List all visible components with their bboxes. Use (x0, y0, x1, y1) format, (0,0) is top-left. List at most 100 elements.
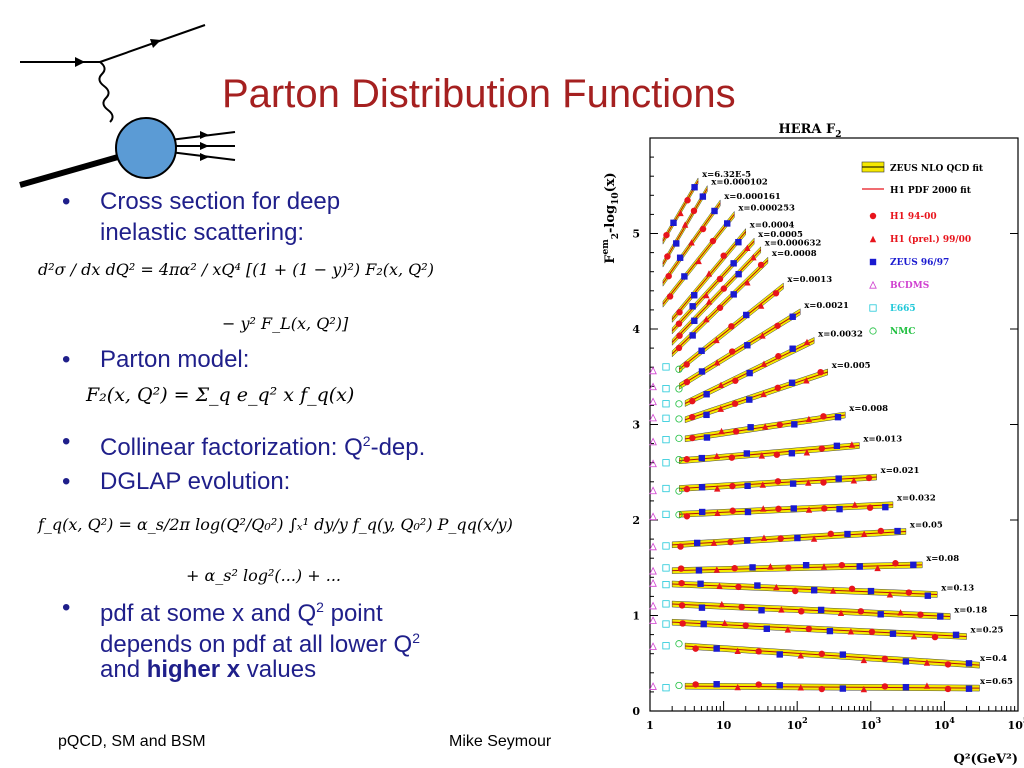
data-point (877, 527, 885, 535)
data-point (689, 397, 696, 405)
data-point (684, 197, 691, 204)
bullet-text: Parton model: (100, 346, 250, 373)
data-point (829, 587, 837, 594)
data-point (839, 651, 847, 658)
data-point (797, 684, 804, 691)
hera-f2-chart: HERA F2 0 1 2 3 4 5 Fem2-log10(x) 1 10 102 103 104 10… (600, 118, 1024, 768)
data-point (775, 353, 782, 360)
data-point (747, 424, 754, 431)
data-point (734, 683, 741, 691)
y-axis-label: Fem2-log10(x) (601, 172, 621, 263)
data-point (760, 534, 768, 541)
data-point (826, 627, 834, 635)
legend-label: NMC (890, 327, 915, 337)
bullet-dot: • (62, 428, 71, 455)
data-point (802, 562, 810, 569)
legend-label: ZEUS NLO QCD fit (890, 164, 984, 174)
fit-line (685, 685, 980, 689)
data-point (744, 244, 751, 252)
data-point (856, 563, 863, 570)
x-tick-label: 1 (646, 719, 654, 732)
data-point (692, 645, 699, 652)
data-point (850, 477, 858, 484)
data-point (838, 561, 846, 569)
data-point (717, 405, 724, 412)
bullet-text-pre: Collinear factorization: Q (100, 434, 363, 461)
data-point (910, 633, 918, 640)
data-point (698, 508, 706, 516)
superscript: 2 (316, 599, 324, 615)
text-post: point (323, 600, 383, 627)
data-point (744, 342, 751, 349)
data-point (681, 221, 689, 228)
data-point (776, 421, 783, 429)
data-point (735, 583, 742, 591)
fixed-target-point (649, 366, 657, 375)
equation-cross-section-line2: − y² F_L(x, Q²)] (222, 314, 349, 333)
data-point (833, 442, 841, 450)
data-point (713, 452, 721, 460)
y-tick-label: 2 (632, 514, 640, 527)
data-point (699, 225, 707, 233)
superscript: 2 (362, 433, 371, 449)
data-point (803, 338, 811, 346)
data-point (805, 625, 813, 633)
bullet-dot: • (62, 468, 71, 495)
data-point (732, 377, 739, 384)
data-point (805, 506, 813, 513)
fixed-target-point (649, 413, 657, 422)
data-point (789, 345, 796, 352)
data-point (817, 606, 825, 614)
data-point (698, 454, 706, 462)
data-point (902, 658, 910, 665)
data-point (713, 645, 720, 652)
data-point (710, 539, 718, 546)
data-point (720, 252, 727, 259)
data-point (902, 683, 910, 691)
data-point (716, 304, 724, 311)
data-point (727, 538, 734, 546)
data-point (676, 254, 684, 261)
data-point (923, 659, 931, 666)
x-tick-label: 103 (860, 715, 881, 732)
fixed-target-point (649, 616, 657, 624)
fixed-target-point (662, 542, 670, 550)
fixed-target-point (662, 684, 670, 692)
data-point (703, 291, 710, 299)
data-point (821, 505, 828, 512)
data-point (689, 332, 696, 339)
bullet-dot: • (62, 346, 71, 373)
data-point (847, 628, 855, 635)
data-point (931, 633, 939, 641)
data-point (798, 608, 805, 615)
data-point (820, 413, 827, 420)
equation-parton-model: F₂(x, Q²) = Σ_q e_q² x f_q(x) (86, 384, 355, 406)
text-post: values (240, 656, 317, 683)
fixed-target-point (649, 579, 657, 587)
fixed-target-point (649, 512, 657, 521)
data-point (834, 413, 842, 421)
data-point (836, 505, 843, 513)
data-point (698, 604, 706, 611)
data-point (844, 530, 851, 538)
x-bin-label: x=0.4 (980, 654, 1007, 664)
bullet-text-line1: pdf at some x and Q2 point (100, 592, 383, 629)
y-tick-label: 1 (632, 610, 640, 623)
x-bin-label: x=0.000161 (724, 192, 781, 202)
data-point (803, 449, 811, 456)
data-point (746, 396, 753, 403)
data-point (761, 423, 769, 430)
legend-label: H1 PDF 2000 fit (890, 186, 972, 196)
data-point (892, 560, 899, 567)
fixed-target-point (649, 397, 657, 406)
fixed-target-point (662, 436, 670, 444)
bullet-dot: • (62, 188, 71, 215)
data-point (743, 450, 751, 457)
data-point (676, 332, 683, 339)
data-point (703, 411, 710, 419)
data-point (665, 272, 672, 280)
data-point (735, 270, 742, 278)
data-point (776, 682, 783, 689)
data-point (923, 682, 931, 689)
x-bin-label: x=6.32E-5 (702, 170, 751, 180)
